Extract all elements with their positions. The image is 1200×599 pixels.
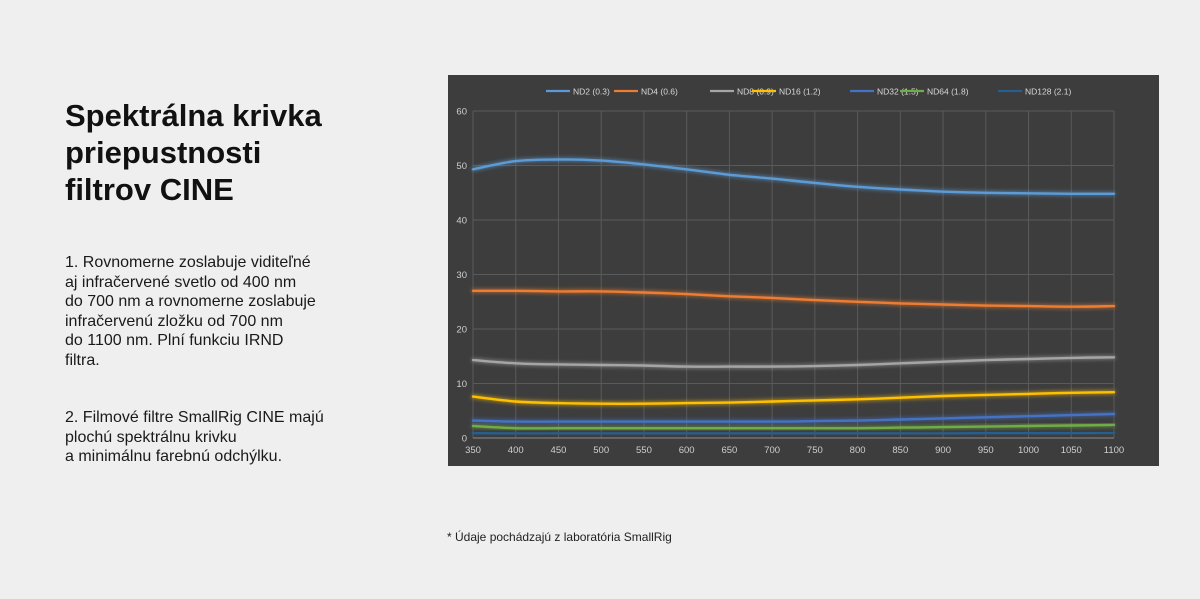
x-tick-label: 800	[850, 445, 866, 456]
paragraph-line: 2. Filmové filtre SmallRig CINE majú	[65, 409, 324, 426]
x-tick-label: 500	[593, 445, 609, 456]
chart-axes: 0 10 20 30 40 50 60 350 400 450 500 550 600 650 700 750…	[456, 107, 1124, 457]
x-tick-label: 1000	[1018, 445, 1039, 456]
paragraph-line: filtra.	[65, 351, 100, 369]
paragraph-line: do 700 nm a rovnomerne zoslabuje	[65, 293, 316, 310]
paragraph-line: infračervenú zložku od 700 nm	[65, 312, 283, 330]
legend-label: ND2 (0.3)	[573, 87, 610, 97]
x-tick-label: 950	[978, 445, 994, 456]
title-line: Spektrálna krivka	[65, 98, 322, 133]
x-tick-label: 850	[892, 445, 908, 456]
chart-series	[471, 158, 1116, 435]
paragraph-line: plochú spektrálnu krivku	[65, 428, 237, 446]
title-line: filtrov CINE	[65, 172, 234, 207]
transmission-chart: 0 10 20 30 40 50 60 350 400 450 500 550 600 650 700 750…	[448, 75, 1159, 466]
y-tick-label: 0	[462, 434, 467, 445]
chart-svg: 0 10 20 30 40 50 60 350 400 450 500 550 600 650 700 750…	[456, 87, 1124, 457]
x-tick-label: 650	[721, 445, 737, 456]
x-tick-label: 350	[465, 445, 481, 456]
y-tick-label: 20	[456, 325, 467, 336]
x-tick-label: 900	[935, 445, 951, 456]
paragraph-line: aj infračervené svetlo od 400 nm	[65, 273, 297, 291]
legend-label: ND4 (0.6)	[641, 87, 678, 97]
series-line	[471, 391, 1116, 405]
x-tick-label: 550	[636, 445, 652, 456]
footnote: * Údaje pochádzajú z laboratória SmallRi…	[447, 530, 672, 544]
series-line	[471, 423, 1116, 430]
y-tick-label: 50	[456, 161, 467, 172]
chart-legend: ND2 (0.3)ND4 (0.6)ND8 (0.9)ND16 (1.2)ND3…	[546, 87, 1071, 97]
legend-label: ND32 (1.5)	[877, 87, 919, 97]
y-tick-label: 40	[456, 216, 467, 227]
series-line	[471, 412, 1116, 423]
x-tick-label: 400	[508, 445, 524, 456]
title-line: priepustnosti	[65, 135, 262, 170]
paragraph-line: do 1100 nm. Plní funkciu IRND	[65, 332, 284, 349]
y-tick-label: 60	[456, 107, 467, 118]
page-title: Spektrálna krivka priepustnosti filtrov …	[65, 97, 395, 208]
y-tick-label: 30	[456, 270, 467, 281]
series-line	[471, 356, 1116, 368]
series-line	[471, 431, 1116, 435]
description-paragraph-1: 1. Rovnomerne zoslabuje viditeľné aj inf…	[65, 253, 395, 370]
legend-label: ND128 (2.1)	[1025, 87, 1071, 97]
paragraph-line: a minimálnu farebnú odchýlku.	[65, 448, 283, 465]
x-tick-label: 700	[764, 445, 780, 456]
x-tick-label: 450	[551, 445, 567, 456]
series-line	[471, 158, 1116, 196]
y-tick-label: 10	[456, 379, 467, 390]
paragraph-line: 1. Rovnomerne zoslabuje viditeľné	[65, 254, 311, 271]
legend-label: ND16 (1.2)	[779, 87, 821, 97]
series-line	[471, 289, 1116, 308]
x-tick-label: 1100	[1104, 445, 1124, 456]
x-tick-label: 1050	[1061, 445, 1082, 456]
description-paragraph-2: 2. Filmové filtre SmallRig CINE majú plo…	[65, 408, 395, 467]
legend-label: ND64 (1.8)	[927, 87, 969, 97]
x-tick-label: 600	[679, 445, 695, 456]
x-tick-label: 750	[807, 445, 823, 456]
